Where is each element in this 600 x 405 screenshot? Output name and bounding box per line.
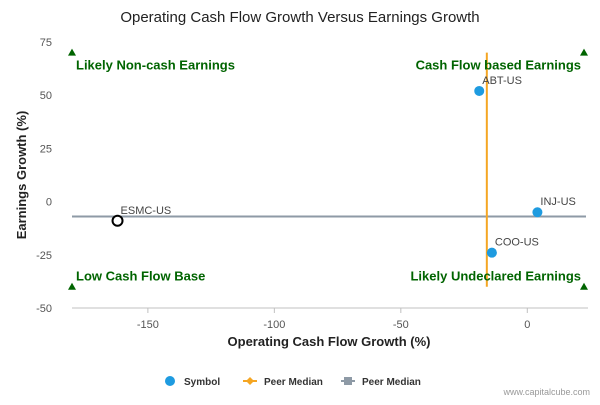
triangle-top-right-icon bbox=[580, 48, 588, 56]
triangle-bottom-right-icon bbox=[580, 282, 588, 290]
quadrant-label-bottom-right: Likely Undeclared Earnings bbox=[410, 269, 581, 284]
x-tick-label: -100 bbox=[263, 319, 285, 331]
legend: Symbol Peer Median Peer Median bbox=[165, 376, 421, 388]
legend-diamond-icon bbox=[246, 377, 254, 385]
data-point-label: ABT-US bbox=[482, 75, 522, 87]
data-point[interactable] bbox=[111, 214, 124, 227]
data-point-label: ESMC-US bbox=[121, 205, 172, 217]
y-tick-label: 50 bbox=[40, 90, 52, 102]
y-tick-label: 0 bbox=[46, 197, 52, 209]
watermark: www.capitalcube.com bbox=[502, 387, 590, 397]
y-tick-label: 75 bbox=[40, 37, 52, 49]
x-tick-label: -50 bbox=[393, 319, 409, 331]
x-tick-label: 0 bbox=[524, 319, 530, 331]
data-point[interactable] bbox=[532, 207, 543, 218]
axes: -150 -100 -50 0 75 50 25 0 -25 -50 bbox=[36, 37, 588, 331]
quadrant-label-top-right: Cash Flow based Earnings bbox=[416, 58, 581, 73]
triangle-top-left-icon bbox=[68, 48, 76, 56]
y-tick-label: -50 bbox=[36, 303, 52, 315]
data-point-label: INJ-US bbox=[540, 196, 575, 208]
quadrant-label-top-left: Likely Non-cash Earnings bbox=[76, 58, 235, 73]
triangle-bottom-left-icon bbox=[68, 282, 76, 290]
quadrant-labels: Likely Non-cash Earnings Cash Flow based … bbox=[68, 48, 588, 290]
data-points: ABT-US INJ-US COO-US ESMC-US bbox=[111, 75, 576, 258]
quadrant-label-bottom-left: Low Cash Flow Base bbox=[76, 269, 205, 284]
legend-square-icon bbox=[344, 377, 352, 385]
legend-symbol-icon bbox=[165, 376, 175, 386]
legend-label: Peer Median bbox=[362, 377, 421, 388]
legend-label: Peer Median bbox=[264, 377, 323, 388]
chart-title: Operating Cash Flow Growth Versus Earnin… bbox=[120, 9, 479, 26]
data-point[interactable] bbox=[486, 247, 497, 258]
peer-median-lines bbox=[72, 52, 586, 287]
legend-label: Symbol bbox=[184, 377, 220, 388]
y-tick-label: 25 bbox=[40, 143, 52, 155]
x-tick-label: -150 bbox=[137, 319, 159, 331]
y-axis-title: Earnings Growth (%) bbox=[14, 111, 29, 240]
y-tick-label: -25 bbox=[36, 250, 52, 262]
data-point-label: COO-US bbox=[495, 237, 539, 249]
data-point[interactable] bbox=[474, 85, 485, 96]
x-axis-title: Operating Cash Flow Growth (%) bbox=[228, 334, 431, 349]
